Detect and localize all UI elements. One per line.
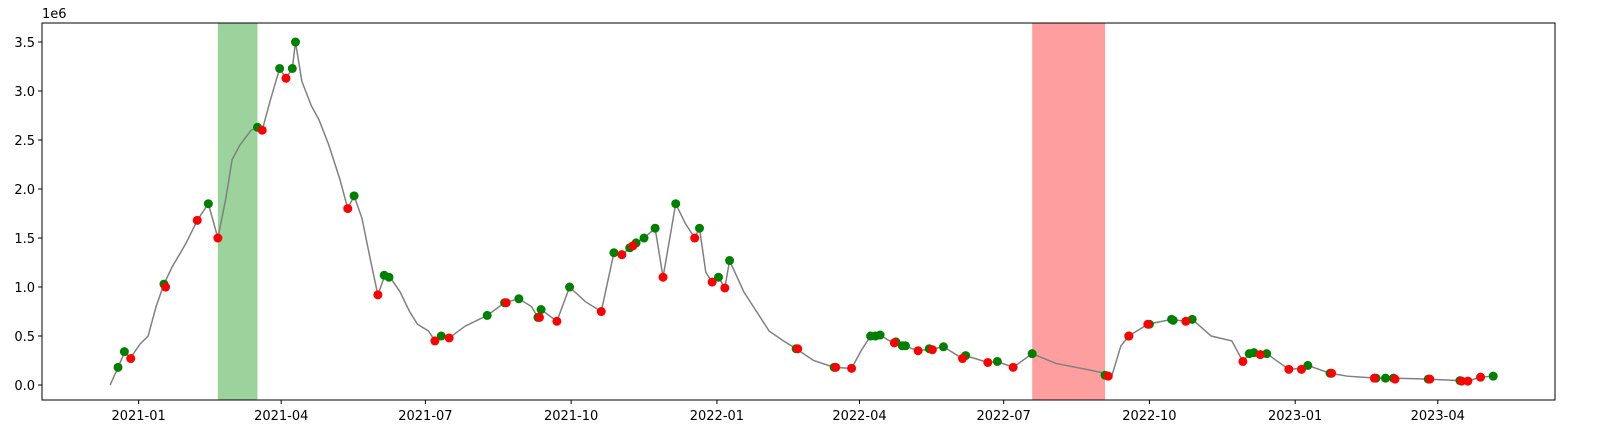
- marker: [536, 305, 546, 315]
- shaded-span: [1032, 23, 1106, 400]
- marker: [436, 331, 446, 341]
- marker: [290, 37, 300, 47]
- marker: [725, 256, 735, 266]
- marker: [1463, 376, 1473, 386]
- shaded-span: [217, 23, 258, 400]
- line: [109, 41, 1494, 386]
- marker: [957, 354, 967, 364]
- x-tick-label: 2022-04: [832, 409, 886, 424]
- marker: [900, 341, 910, 351]
- marker: [534, 312, 544, 322]
- marker: [639, 233, 649, 243]
- marker: [690, 233, 700, 243]
- x-tick-label: 2021-10: [544, 409, 598, 424]
- marker: [694, 223, 704, 233]
- marker: [1168, 315, 1178, 325]
- marker: [213, 233, 223, 243]
- marker: [444, 333, 454, 343]
- marker: [192, 215, 202, 225]
- marker: [514, 294, 524, 304]
- marker: [257, 125, 267, 135]
- marker: [671, 199, 681, 209]
- marker: [1369, 373, 1379, 383]
- marker: [609, 248, 619, 258]
- y-tick-label: 1.0: [14, 281, 35, 296]
- marker: [847, 363, 857, 373]
- marker: [343, 204, 353, 214]
- marker: [349, 191, 359, 201]
- x-tick-label: 2021-04: [254, 409, 308, 424]
- marker: [1124, 331, 1134, 341]
- marker: [1425, 374, 1435, 384]
- marker: [1488, 371, 1498, 381]
- marker: [1255, 350, 1265, 360]
- marker: [707, 277, 717, 287]
- y-tick-label: 2.5: [14, 134, 35, 149]
- marker: [617, 250, 627, 260]
- marker: [119, 347, 129, 357]
- marker: [992, 356, 1002, 366]
- marker: [1027, 349, 1037, 359]
- marker: [373, 290, 383, 300]
- x-tick-label: 2022-10: [1122, 409, 1176, 424]
- marker: [650, 223, 660, 233]
- marker: [983, 357, 993, 367]
- marker: [658, 272, 668, 282]
- marker: [287, 63, 297, 73]
- marker: [113, 362, 123, 372]
- marker: [1380, 373, 1390, 383]
- marker: [552, 316, 562, 326]
- marker: [275, 63, 285, 73]
- x-tick-label: 2021-07: [398, 409, 452, 424]
- marker: [482, 310, 492, 320]
- marker: [161, 282, 171, 292]
- y-tick-label: 2.0: [14, 183, 35, 198]
- marker: [927, 345, 937, 355]
- marker: [203, 199, 213, 209]
- marker: [565, 282, 575, 292]
- marker: [913, 346, 923, 356]
- marker: [384, 272, 394, 282]
- y-tick-label: 0.0: [14, 379, 35, 394]
- x-tick-label: 2021-01: [111, 409, 165, 424]
- marker: [720, 283, 730, 293]
- x-tick-label: 2023-01: [1268, 409, 1322, 424]
- marker: [1143, 319, 1153, 329]
- marker: [938, 342, 948, 352]
- marker: [430, 336, 440, 346]
- marker: [126, 354, 136, 364]
- marker: [281, 73, 291, 83]
- marker: [713, 272, 723, 282]
- marker: [1457, 376, 1467, 386]
- marker: [1181, 316, 1191, 326]
- marker: [831, 362, 841, 372]
- marker: [596, 307, 606, 317]
- marker: [1327, 368, 1337, 378]
- y-tick-label: 3.5: [14, 36, 35, 51]
- x-tick-label: 2022-01: [690, 409, 744, 424]
- marker: [1390, 374, 1400, 384]
- y-tick-label: 3.0: [14, 85, 35, 100]
- x-tick-label: 2022-07: [977, 409, 1031, 424]
- marker: [1008, 362, 1018, 372]
- marker: [889, 338, 899, 348]
- marker: [1284, 364, 1294, 374]
- marker: [501, 298, 511, 308]
- marker: [875, 330, 885, 340]
- marker: [1476, 372, 1486, 382]
- y-tick-label: 0.5: [14, 330, 35, 345]
- y-tick-label: 1.5: [14, 232, 35, 247]
- x-tick-label: 2023-04: [1411, 409, 1465, 424]
- marker: [1103, 371, 1113, 381]
- marker: [628, 241, 638, 251]
- marker: [1297, 364, 1307, 374]
- y-offset-label: 1e6: [42, 7, 67, 22]
- marker: [1238, 356, 1248, 366]
- plot-frame: [41, 22, 1556, 401]
- marker: [793, 344, 803, 354]
